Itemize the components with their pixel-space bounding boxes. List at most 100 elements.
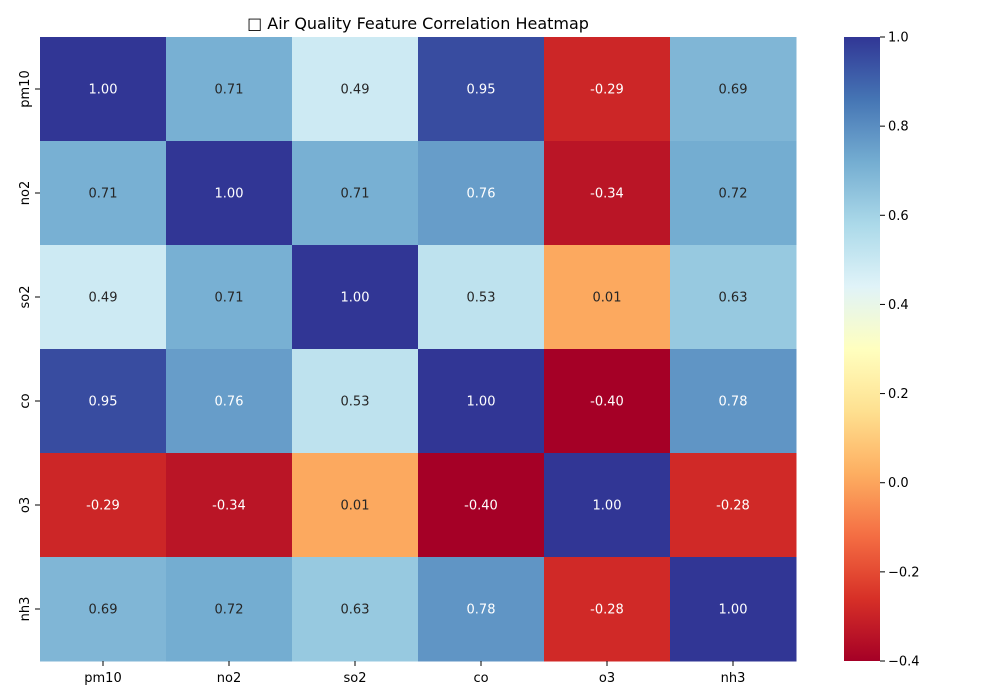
x-axis: pm10 no2 so2 co o3 nh3 xyxy=(84,661,745,686)
heatmap-cell xyxy=(544,453,671,558)
y-tick-label: co xyxy=(18,393,33,408)
cell-value-label: 0.72 xyxy=(719,187,748,202)
cell-value-label: -0.29 xyxy=(590,83,624,98)
cell-value-label: 1.00 xyxy=(89,83,118,98)
cell-value-label: 1.00 xyxy=(593,499,622,514)
x-tick-label: no2 xyxy=(217,671,241,686)
x-tick-label: pm10 xyxy=(84,671,121,686)
cell-value-label: 1.00 xyxy=(719,603,748,618)
cell-value-label: -0.29 xyxy=(86,499,120,514)
heatmap-cell xyxy=(418,141,545,246)
heatmap-cell xyxy=(292,349,419,454)
heatmap-cell xyxy=(40,453,167,558)
cell-value-label: 1.00 xyxy=(467,395,496,410)
heatmap-cell xyxy=(418,349,545,454)
heatmap-cell xyxy=(544,349,671,454)
y-tick-label: so2 xyxy=(18,286,33,309)
cell-value-label: 0.01 xyxy=(593,291,622,306)
cell-value-label: 0.49 xyxy=(89,291,118,306)
cell-value-label: 0.71 xyxy=(215,83,244,98)
cell-value-label: 0.69 xyxy=(719,83,748,98)
heatmap-cell xyxy=(670,141,797,246)
cell-value-label: 0.71 xyxy=(341,187,370,202)
heatmap-cell xyxy=(166,37,293,142)
heatmap-cell xyxy=(418,245,545,350)
cell-value-label: 0.53 xyxy=(341,395,370,410)
cell-value-label: -0.34 xyxy=(590,187,624,202)
cell-value-label: 0.78 xyxy=(719,395,748,410)
cell-value-label: 0.76 xyxy=(467,187,496,202)
colorbar-gradient xyxy=(844,37,880,661)
heatmap-cell xyxy=(670,37,797,142)
cell-value-label: -0.40 xyxy=(464,499,498,514)
heatmap-cell xyxy=(418,453,545,558)
heatmap-cell xyxy=(40,141,167,246)
heatmap-cell xyxy=(40,245,167,350)
heatmap-cell xyxy=(418,557,545,662)
heatmap-cell xyxy=(544,141,671,246)
x-tick-label: co xyxy=(473,671,488,686)
y-tick-label: nh3 xyxy=(18,597,33,622)
colorbar-tick-label: 0.0 xyxy=(888,476,909,491)
cell-value-label: 0.78 xyxy=(467,603,496,618)
heatmap-cell xyxy=(166,557,293,662)
cell-value-label: 0.71 xyxy=(89,187,118,202)
cell-value-label: 0.49 xyxy=(341,83,370,98)
colorbar: −0.4 −0.2 0.0 0.2 0.4 0.6 0.8 1.0 xyxy=(844,31,920,670)
heatmap-cell xyxy=(544,245,671,350)
colorbar-tick-label: 0.6 xyxy=(888,209,909,224)
cell-value-label: 0.72 xyxy=(215,603,244,618)
heatmap-cell xyxy=(292,245,419,350)
heatmap-cell xyxy=(40,557,167,662)
heatmap-cell xyxy=(166,245,293,350)
heatmap-cell xyxy=(670,349,797,454)
heatmap-cell xyxy=(670,453,797,558)
cell-value-label: 0.95 xyxy=(89,395,118,410)
colorbar-tick-label: −0.2 xyxy=(888,565,920,580)
heatmap-cell xyxy=(418,37,545,142)
heatmap-cell xyxy=(670,245,797,350)
heatmap-cells: 1.00 0.71 0.49 0.95 -0.29 0.69 0.71 1.00 0.71 0.7… xyxy=(40,37,797,662)
chart-title: □ Air Quality Feature Correlation Heatma… xyxy=(247,14,589,33)
cell-value-label: 0.53 xyxy=(467,291,496,306)
y-tick-label: o3 xyxy=(18,497,33,513)
heatmap-cell xyxy=(292,557,419,662)
cell-value-label: -0.28 xyxy=(716,499,750,514)
cell-value-label: 0.95 xyxy=(467,83,496,98)
cell-value-label: 0.63 xyxy=(719,291,748,306)
y-axis: pm10 no2 so2 co o3 nh3 xyxy=(18,70,40,621)
heatmap-cell xyxy=(292,453,419,558)
colorbar-tick-label: 0.8 xyxy=(888,120,909,135)
heatmap-cell xyxy=(292,37,419,142)
heatmap-cell xyxy=(166,453,293,558)
colorbar-tick-label: −0.4 xyxy=(888,655,920,670)
heatmap-cell xyxy=(166,349,293,454)
cell-value-label: -0.28 xyxy=(590,603,624,618)
heatmap-cell xyxy=(670,557,797,662)
heatmap-cell xyxy=(544,37,671,142)
cell-value-label: 1.00 xyxy=(215,187,244,202)
cell-value-label: 0.69 xyxy=(89,603,118,618)
heatmap-cell xyxy=(166,141,293,246)
cell-value-label: -0.34 xyxy=(212,499,246,514)
cell-value-label: 0.71 xyxy=(215,291,244,306)
x-tick-label: nh3 xyxy=(721,671,746,686)
colorbar-tick-label: 1.0 xyxy=(888,31,909,46)
cell-value-label: 0.76 xyxy=(215,395,244,410)
colorbar-tick-label: 0.2 xyxy=(888,387,909,402)
x-tick-label: so2 xyxy=(344,671,367,686)
heatmap-cell xyxy=(40,37,167,142)
cell-value-label: -0.40 xyxy=(590,395,624,410)
x-tick-label: o3 xyxy=(599,671,615,686)
cell-value-label: 0.01 xyxy=(341,499,370,514)
colorbar-tick-label: 0.4 xyxy=(888,298,909,313)
heatmap-cell xyxy=(292,141,419,246)
y-tick-label: no2 xyxy=(18,181,33,205)
heatmap-cell xyxy=(544,557,671,662)
cell-value-label: 1.00 xyxy=(341,291,370,306)
y-tick-label: pm10 xyxy=(18,70,33,107)
heatmap-cell xyxy=(40,349,167,454)
cell-value-label: 0.63 xyxy=(341,603,370,618)
